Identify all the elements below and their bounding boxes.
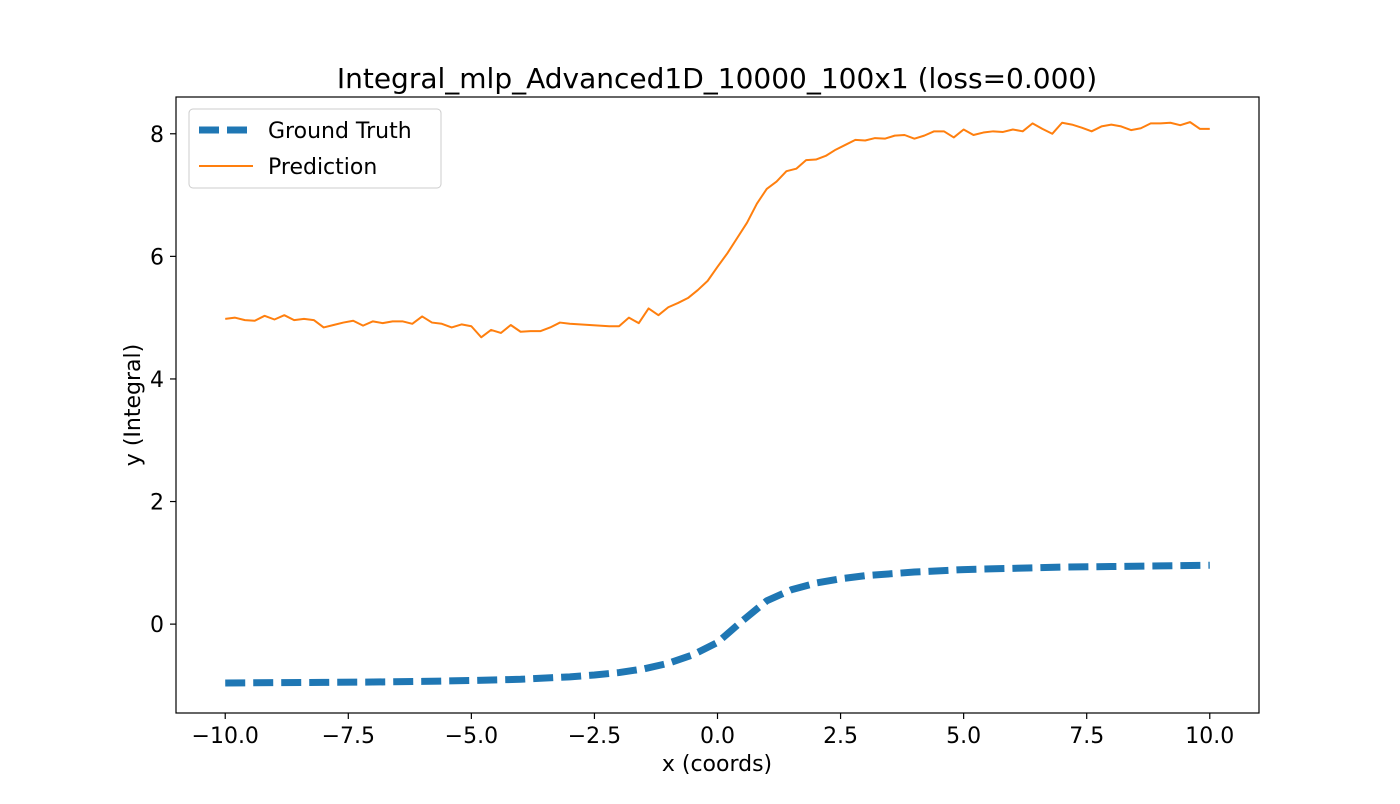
y-axis: 0 2 4 6 8 <box>150 123 176 638</box>
x-tick-label: −7.5 <box>322 724 375 749</box>
x-tick-label: 0.0 <box>700 724 735 749</box>
x-tick-label: 10.0 <box>1185 724 1234 749</box>
legend-box <box>188 108 442 189</box>
x-tick-label: 7.5 <box>1069 724 1104 749</box>
y-tick-label: 6 <box>150 245 164 270</box>
series-layer <box>225 121 1210 687</box>
x-tick-label: 2.5 <box>823 724 858 749</box>
x-tick-label: −5.0 <box>445 724 498 749</box>
y-axis-label: y (Integral) <box>121 344 146 466</box>
x-tick-label: −2.5 <box>568 724 621 749</box>
series-line-ground-truth <box>225 561 1210 687</box>
y-tick-label: 2 <box>150 491 164 516</box>
series-line-prediction <box>225 121 1210 339</box>
legend-prediction-label: Prediction <box>268 155 377 180</box>
x-axis-label: x (coords) <box>662 752 772 777</box>
y-tick-label: 0 <box>150 613 164 638</box>
legend: Ground Truth Prediction <box>188 108 442 189</box>
y-tick-label: 8 <box>150 123 164 148</box>
x-axis: −10.0 −7.5 −5.0 −2.5 0.0 2.5 5.0 7.5 10.0 <box>192 713 1234 749</box>
x-tick-label: −10.0 <box>192 724 259 749</box>
x-tick-label: 5.0 <box>946 724 981 749</box>
chart-title: Integral_mlp_Advanced1D_10000_100x1 (los… <box>337 62 1097 95</box>
y-tick-label: 4 <box>150 368 164 393</box>
legend-ground-truth-label: Ground Truth <box>268 119 412 144</box>
